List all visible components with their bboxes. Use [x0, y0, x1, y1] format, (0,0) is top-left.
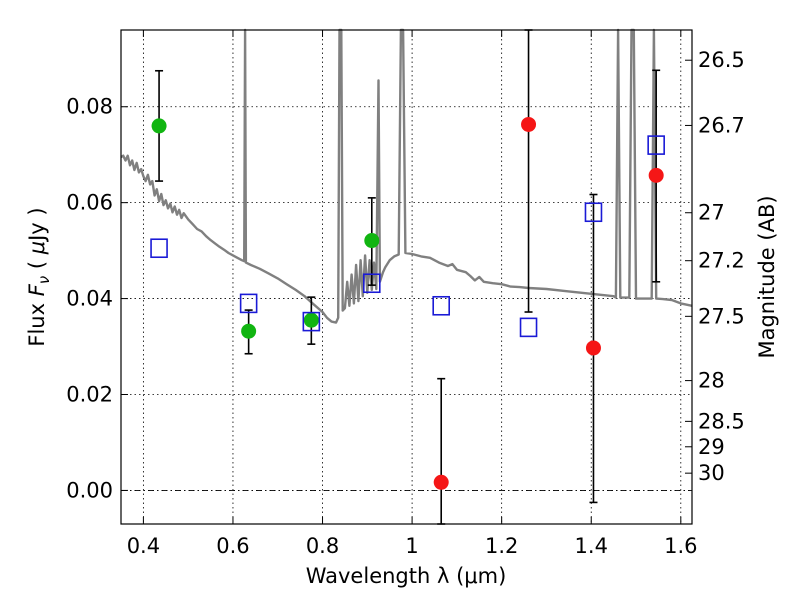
- right-tick-label: 26.7: [698, 113, 745, 137]
- y-tick-label: 0.00: [66, 478, 113, 502]
- right-tick-label: 26.5: [698, 48, 745, 72]
- right-tick-label: 27.5: [698, 304, 745, 328]
- model-square-marker: [647, 135, 665, 155]
- marker-layer: [150, 116, 665, 490]
- model-square-marker: [150, 238, 168, 259]
- y-tick-label: 0.04: [66, 287, 113, 311]
- model-square-marker: [519, 317, 538, 338]
- y-axis-title: Flux Fν ( μJy ): [25, 207, 53, 346]
- x-tick-label: 0.8: [306, 534, 339, 558]
- plot-frame: [120, 29, 693, 525]
- y-tick-label: 0.08: [66, 95, 113, 119]
- model-square-marker: [302, 311, 321, 332]
- plot-background: [121, 30, 692, 524]
- model-spectrum-line: [120, 28, 693, 324]
- data-point-marker: [303, 312, 319, 328]
- right-tick-label: 27: [698, 201, 725, 225]
- y-tick-label: 0.02: [66, 383, 113, 407]
- model-square-marker: [362, 273, 381, 294]
- y-title-mu: μ: [25, 241, 49, 255]
- x-tick-label: 1.4: [575, 534, 608, 558]
- data-point-marker: [151, 118, 167, 134]
- model-square-marker: [432, 295, 451, 316]
- tick-layer: [121, 30, 692, 524]
- spectrum-layer: [120, 28, 693, 324]
- y-tick-label: 0.06: [66, 191, 113, 215]
- data-point-marker: [364, 233, 380, 249]
- x-tick-label: 0.4: [127, 534, 160, 558]
- x-tick-label: 1.2: [485, 534, 518, 558]
- y-title-subscript: ν: [35, 276, 53, 284]
- right-tick-label: 30: [698, 461, 725, 485]
- right-axis-title: Magnitude (AB): [755, 195, 779, 358]
- right-tick-label: 28: [698, 369, 725, 393]
- right-tick-label: 29: [698, 435, 725, 459]
- label-layer: 0.4 0.6 0.8 1 1.2 1.4 1.6 0.00 0.02 0.04 0.06 0.08 2…: [66, 48, 745, 558]
- y-title-paren: (: [25, 254, 49, 276]
- x-tick-label: 1: [405, 534, 418, 558]
- y-title-symbol: F: [25, 283, 49, 296]
- data-point-marker: [433, 474, 449, 490]
- data-point-marker: [585, 340, 601, 356]
- x-axis-title: Wavelength λ (μm): [306, 564, 507, 588]
- data-point-marker: [648, 167, 664, 183]
- x-tick-label: 0.6: [216, 534, 249, 558]
- right-tick-label: 28.5: [698, 409, 745, 433]
- data-point-marker: [521, 116, 537, 132]
- model-square-marker: [584, 202, 603, 223]
- x-tick-label: 1.6: [664, 534, 697, 558]
- model-square-marker: [239, 293, 258, 314]
- y-title-unit: Jy ): [25, 207, 49, 243]
- data-point-marker: [241, 323, 257, 339]
- right-tick-label: 27.2: [698, 249, 745, 273]
- y-title-text: Flux: [25, 296, 49, 346]
